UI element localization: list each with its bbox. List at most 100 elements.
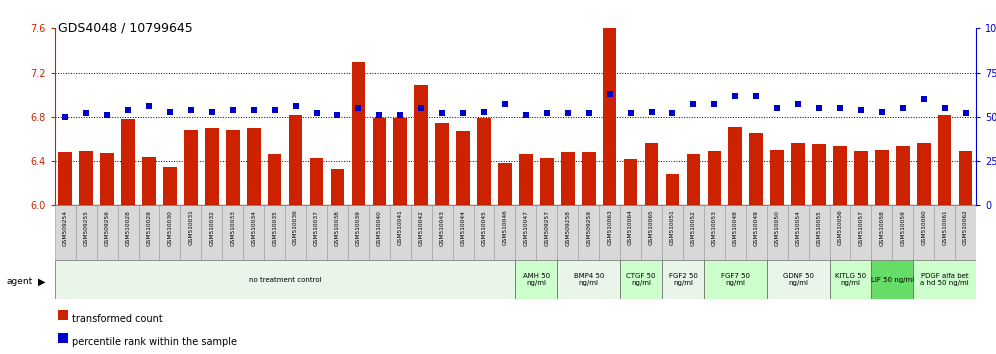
- Text: GSM510041: GSM510041: [397, 210, 402, 245]
- Point: [518, 112, 534, 118]
- Bar: [834, 145, 847, 205]
- Bar: [393, 118, 407, 205]
- Text: GSM510037: GSM510037: [314, 210, 319, 246]
- Point: [873, 109, 889, 114]
- Bar: [558, 205, 579, 260]
- Text: FGF2 50
ng/ml: FGF2 50 ng/ml: [668, 273, 697, 286]
- Bar: [872, 260, 913, 299]
- Text: GSM510056: GSM510056: [838, 210, 843, 245]
- Point: [581, 110, 597, 116]
- Text: PDGF alfa bet
a hd 50 ng/ml: PDGF alfa bet a hd 50 ng/ml: [920, 273, 969, 286]
- Bar: [892, 205, 913, 260]
- Text: GSM509259: GSM509259: [587, 210, 592, 246]
- Bar: [138, 205, 159, 260]
- Bar: [97, 205, 118, 260]
- Text: GSM509257: GSM509257: [545, 210, 550, 246]
- Bar: [851, 205, 872, 260]
- Bar: [142, 156, 155, 205]
- Bar: [830, 260, 872, 299]
- Text: GSM510050: GSM510050: [775, 210, 780, 246]
- Bar: [331, 169, 345, 205]
- Bar: [558, 260, 621, 299]
- Bar: [205, 128, 219, 205]
- Bar: [222, 205, 243, 260]
- Point: [832, 105, 848, 111]
- Bar: [623, 159, 637, 205]
- Bar: [473, 205, 494, 260]
- Bar: [55, 205, 76, 260]
- Text: GSM510046: GSM510046: [502, 210, 507, 245]
- Text: GSM510054: GSM510054: [796, 210, 801, 246]
- Text: percentile rank within the sample: percentile rank within the sample: [72, 337, 237, 347]
- Text: GSM510042: GSM510042: [418, 210, 423, 246]
- Text: KITLG 50
ng/ml: KITLG 50 ng/ml: [835, 273, 866, 286]
- Bar: [621, 260, 662, 299]
- Text: GDS4048 / 10799645: GDS4048 / 10799645: [58, 21, 192, 34]
- Point: [769, 105, 785, 111]
- Point: [560, 110, 576, 116]
- Bar: [749, 133, 763, 205]
- Point: [79, 110, 95, 116]
- Point: [455, 110, 471, 116]
- Bar: [540, 158, 554, 205]
- Bar: [641, 205, 662, 260]
- Bar: [118, 205, 138, 260]
- Bar: [603, 4, 617, 205]
- Bar: [477, 118, 491, 205]
- Text: GSM510035: GSM510035: [272, 210, 277, 246]
- Bar: [579, 205, 600, 260]
- Bar: [180, 205, 201, 260]
- Bar: [55, 260, 516, 299]
- Text: GSM510030: GSM510030: [167, 210, 172, 246]
- Bar: [725, 205, 746, 260]
- Bar: [352, 62, 366, 205]
- Bar: [707, 151, 721, 205]
- Bar: [59, 152, 72, 205]
- Point: [790, 102, 806, 107]
- Bar: [435, 124, 449, 205]
- Text: GSM510028: GSM510028: [125, 210, 130, 246]
- Bar: [163, 167, 176, 205]
- Bar: [955, 205, 976, 260]
- Text: GSM510049: GSM510049: [754, 210, 759, 246]
- Bar: [875, 150, 888, 205]
- Point: [246, 107, 262, 113]
- Bar: [812, 144, 826, 205]
- Bar: [289, 115, 303, 205]
- Point: [915, 96, 931, 102]
- Point: [288, 103, 304, 109]
- Bar: [662, 260, 704, 299]
- Bar: [665, 175, 679, 205]
- Text: GSM510039: GSM510039: [356, 210, 361, 246]
- Point: [309, 110, 325, 116]
- Point: [100, 112, 116, 118]
- Bar: [809, 205, 830, 260]
- Bar: [662, 205, 683, 260]
- Bar: [561, 152, 575, 205]
- Bar: [456, 131, 470, 205]
- Point: [811, 105, 827, 111]
- Bar: [369, 205, 389, 260]
- Bar: [389, 205, 410, 260]
- Bar: [767, 260, 830, 299]
- Point: [434, 110, 450, 116]
- Bar: [243, 205, 264, 260]
- Bar: [913, 260, 976, 299]
- Bar: [791, 143, 805, 205]
- Text: GSM510029: GSM510029: [146, 210, 151, 246]
- Bar: [913, 205, 934, 260]
- Bar: [348, 205, 369, 260]
- Bar: [728, 127, 742, 205]
- Text: GSM510057: GSM510057: [859, 210, 864, 246]
- Point: [372, 112, 387, 118]
- Text: GSM510031: GSM510031: [188, 210, 193, 245]
- Text: GSM510038: GSM510038: [335, 210, 340, 246]
- Text: GSM510045: GSM510045: [481, 210, 486, 246]
- Point: [204, 109, 220, 114]
- Text: GSM510044: GSM510044: [460, 210, 465, 246]
- Text: GSM510065: GSM510065: [649, 210, 654, 245]
- Text: agent: agent: [7, 277, 33, 286]
- Bar: [414, 85, 428, 205]
- Bar: [516, 260, 558, 299]
- Text: GSM509258: GSM509258: [566, 210, 571, 246]
